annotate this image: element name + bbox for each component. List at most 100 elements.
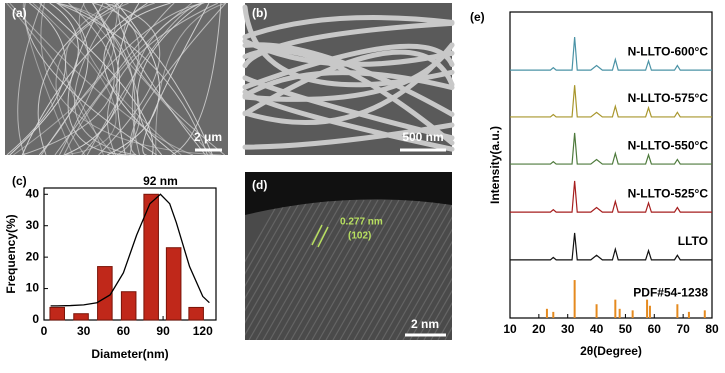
lattice-fringe <box>245 199 302 340</box>
fiber <box>78 2 182 156</box>
fiber <box>38 2 89 156</box>
fiber <box>107 2 219 156</box>
lattice-fringe <box>423 199 452 340</box>
panel-label: (b) <box>252 6 267 20</box>
xrd-trace <box>510 232 712 261</box>
x-tick-label: 40 <box>590 322 604 336</box>
x-tick-label: 60 <box>117 324 131 338</box>
fringe-marker <box>311 224 323 246</box>
lattice-fringe <box>444 199 452 340</box>
x-axis-label: Diameter(nm) <box>91 347 168 361</box>
lattice-fringe <box>388 199 452 340</box>
fiber <box>81 2 140 156</box>
lattice-fringe <box>409 199 452 340</box>
lattice-fringe <box>262 199 344 340</box>
y-tick-label: 0 <box>32 312 39 326</box>
xrd-panel: (e) 10 20 30 40 50 60 70 80 LLTO N-LLTO-525°C N-LLT… <box>470 10 719 358</box>
x-tick-label: 10 <box>503 322 517 336</box>
fiber <box>24 2 158 156</box>
fiber <box>242 15 455 40</box>
x-tick-label: 90 <box>156 324 170 338</box>
d-spacing: 0.277 nm <box>340 217 383 228</box>
bar <box>143 193 159 321</box>
lattice-fringe <box>245 199 309 340</box>
x-tick-label: 20 <box>532 322 546 336</box>
fiber <box>32 2 117 156</box>
lattice-fringe <box>245 199 295 340</box>
lattice-fringe <box>473 200 553 340</box>
fiber <box>86 2 202 156</box>
fiber <box>105 2 213 156</box>
fiber <box>37 2 120 156</box>
x-tick-label: 120 <box>193 324 213 338</box>
lattice-fringe <box>437 199 452 340</box>
lattice-fringe <box>416 199 452 340</box>
lattice-fringe <box>245 199 316 340</box>
y-tick-label: 20 <box>26 249 40 263</box>
lattice-fringe <box>311 199 393 340</box>
lattice-fringe <box>466 200 546 340</box>
panel-a: (a) 2 μm <box>5 2 228 156</box>
y-axis-label: Intensity(a.u.) <box>488 126 502 204</box>
lattice-fringe <box>318 199 400 340</box>
lattice-fringe <box>430 199 452 340</box>
fiber <box>116 2 140 156</box>
scale-label: 2 μm <box>194 130 222 144</box>
lattice-fringe <box>339 199 421 340</box>
fiber <box>137 2 203 156</box>
fiber <box>64 2 121 156</box>
bar <box>49 306 66 321</box>
annotation: 92 nm <box>143 174 178 188</box>
fiber <box>242 122 455 150</box>
y-axis-label: Frequency(%) <box>4 214 18 293</box>
fiber <box>155 2 227 156</box>
lattice-fringe <box>283 199 365 340</box>
plot-frame <box>509 11 713 319</box>
fiber <box>40 2 222 156</box>
lattice-fringe <box>395 199 452 340</box>
lattice-fringe <box>248 199 330 340</box>
fiber <box>129 2 227 156</box>
x-tick-label: 70 <box>676 322 690 336</box>
fiber <box>242 75 455 141</box>
fiber <box>40 2 205 156</box>
fiber <box>9 2 194 156</box>
trace-label: N-LLTO-550°C <box>628 138 709 152</box>
trace-label: LLTO <box>678 234 708 248</box>
trace-label: N-LLTO-525°C <box>628 186 709 200</box>
fiber <box>6 2 66 156</box>
scale-label: 500 nm <box>402 130 443 144</box>
fiber <box>242 89 455 152</box>
x-tick-label: 30 <box>561 322 575 336</box>
x-tick-label: 60 <box>648 322 662 336</box>
x-tick-label: 30 <box>77 324 91 338</box>
fiber <box>56 2 208 156</box>
fiber <box>82 2 212 156</box>
lattice-fringe <box>290 199 372 340</box>
lattice-fringe <box>245 199 323 340</box>
x-axis-label: 2θ(Degree) <box>580 344 642 358</box>
fiber <box>142 2 210 156</box>
fit-curve <box>50 193 210 307</box>
bar <box>165 247 182 321</box>
panel-label: (d) <box>252 178 267 192</box>
lattice-fringe <box>353 199 435 340</box>
lattice-fringe <box>245 199 288 340</box>
x-tick-label: 80 <box>705 322 719 336</box>
panel-label: (e) <box>470 10 485 24</box>
histogram-panel: (c) 0 10 20 30 40 0 30 60 90 120 92 nm Diameter(nm) F… <box>4 174 217 361</box>
panel-label: (a) <box>12 6 27 20</box>
lattice-fringe <box>346 199 428 340</box>
fiber <box>21 2 115 156</box>
fiber <box>13 2 115 156</box>
lattice-fringe <box>255 199 337 340</box>
lattice-fringe <box>297 199 379 340</box>
fiber <box>55 2 129 156</box>
fiber <box>98 2 161 156</box>
xrd-trace <box>510 180 712 213</box>
lattice-fringe <box>360 199 442 340</box>
lattice-fringe <box>402 199 452 340</box>
fiber <box>123 2 226 156</box>
lattice-fringe <box>245 199 281 340</box>
reference-label: PDF#54-1238 <box>633 286 708 300</box>
